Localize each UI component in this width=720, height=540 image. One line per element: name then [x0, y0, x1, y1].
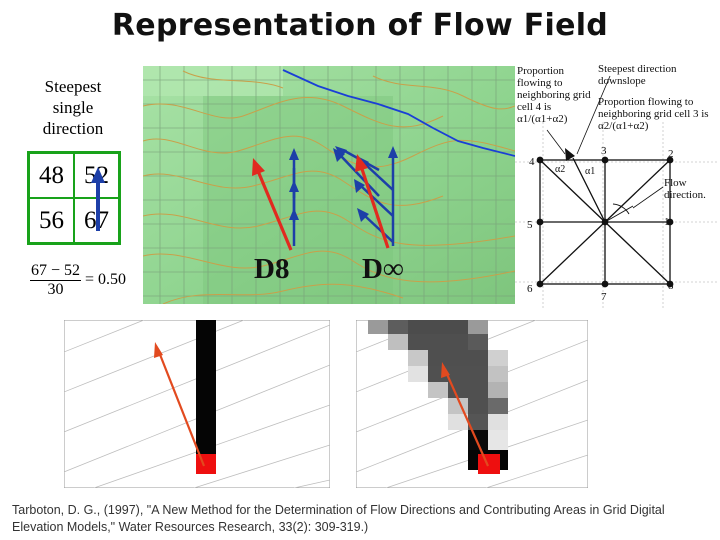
grid-cell-56: 56 [30, 199, 73, 242]
steepest-caption: Steepest single direction [42, 77, 104, 138]
terrain-map [143, 66, 515, 304]
label-alpha2: α2 [555, 164, 566, 175]
text-proportion-cell4: Proportion flowing to neighboring grid c… [517, 65, 591, 125]
label-dinf: D∞ [362, 253, 404, 285]
label-alpha1: α1 [585, 166, 596, 177]
cell-number-3: 3 [601, 145, 607, 157]
elevation-grid: 48 52 56 67 [27, 151, 121, 245]
cell-number-8: 8 [668, 280, 674, 292]
dinf-contributing-area [356, 320, 588, 488]
d8-arrows [252, 148, 299, 251]
formula-result: = 0.50 [85, 271, 127, 289]
page-title: Representation of Flow Field [111, 8, 609, 43]
cell-number-2: 2 [668, 148, 674, 160]
cell-number-6: 6 [527, 283, 533, 295]
d8-contributing-area [64, 320, 330, 488]
cell-number-5: 5 [527, 219, 533, 231]
facet-diagram [515, 62, 718, 310]
cell-number-4: 4 [529, 156, 535, 168]
text-steepest-downslope: Steepest direction downslope [598, 63, 677, 87]
cell-number-7: 7 [601, 291, 607, 303]
formula-denominator: 30 [47, 281, 64, 298]
formula-numerator: 67 − 52 [30, 262, 82, 281]
text-proportion-cell3: Proportion flowing to neighboring grid c… [598, 96, 709, 132]
text-flow-direction: Flow direction. [664, 177, 706, 201]
cell-number-1: 1 [664, 216, 670, 228]
label-d8: D8 [254, 253, 290, 285]
grid-cell-48: 48 [30, 154, 73, 197]
slope-formula: 67 − 52 30 = 0.50 [30, 262, 126, 299]
citation-text: Tarboton, D. G., (1997), "A New Method f… [12, 503, 665, 534]
steepest-arrow [91, 167, 105, 231]
dinf-arrows [333, 146, 398, 249]
